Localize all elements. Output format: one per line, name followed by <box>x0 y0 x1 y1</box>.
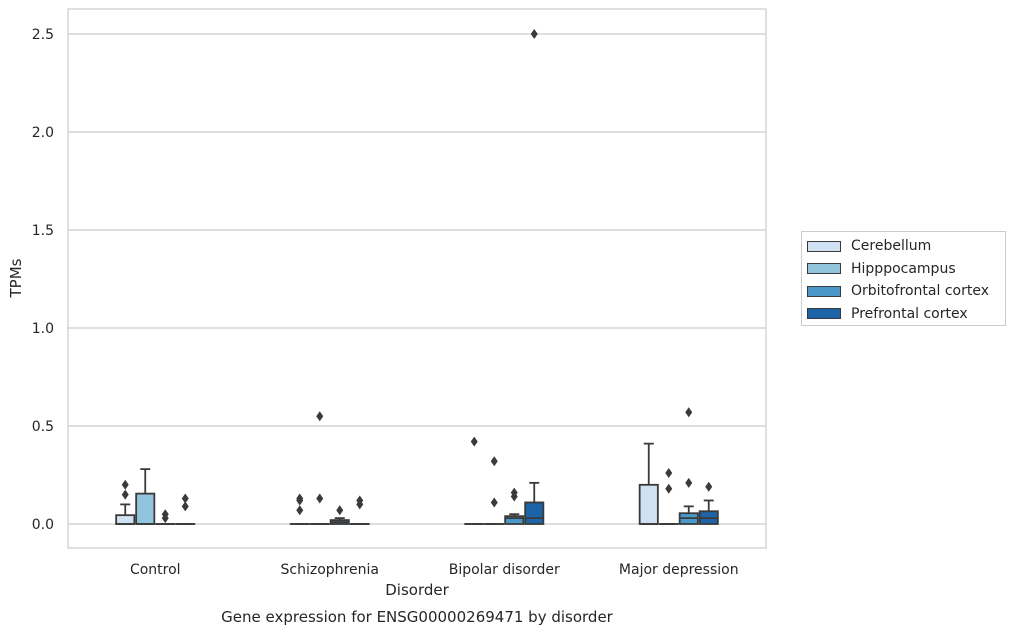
legend-swatch <box>807 308 841 320</box>
legend-swatch <box>807 263 841 275</box>
legend-item: Cerebellum <box>807 235 1005 258</box>
box <box>135 492 156 525</box>
outlier-point <box>161 509 169 520</box>
outlier-point <box>181 493 189 504</box>
legend-item: Orbitofrontal cortex <box>807 280 1005 303</box>
outlier-point <box>665 468 673 479</box>
outlier-point <box>296 505 304 516</box>
chart-title: Gene expression for ENSG00000269471 by d… <box>221 608 614 626</box>
box-orbitofrontal-cortex <box>155 509 176 525</box>
box-orbitofrontal-cortex <box>678 407 699 525</box>
box-prefrontal-cortex <box>524 29 545 525</box>
box-hipppocampus <box>484 456 505 525</box>
legend-swatch <box>807 285 841 297</box>
box-orbitofrontal-cortex <box>504 487 525 525</box>
legend: Cerebellum Hipppocampus Orbitofrontal cort… <box>801 231 1006 326</box>
outlier-point <box>665 483 673 494</box>
y-tick-label: 0.0 <box>32 517 54 533</box>
outlier-point <box>705 481 713 492</box>
outlier-point <box>490 456 498 467</box>
outlier-point <box>530 29 538 39</box>
outlier-point <box>470 436 478 447</box>
legend-item: Hipppocampus <box>807 258 1005 281</box>
box <box>524 501 545 525</box>
box-hipppocampus <box>658 468 679 525</box>
legend-label: Prefrontal cortex <box>851 305 968 322</box>
box-prefrontal-cortex <box>349 495 370 525</box>
outlier-point <box>121 479 129 490</box>
box-cerebellum <box>289 493 310 525</box>
box-cerebellum <box>638 442 659 525</box>
outlier-point <box>336 505 344 516</box>
box-hipppocampus <box>309 411 330 525</box>
box-cerebellum <box>464 436 485 525</box>
box-hipppocampus <box>135 468 156 525</box>
box-prefrontal-cortex <box>698 481 719 525</box>
x-tick-label: Bipolar disorder <box>449 562 560 578</box>
box-orbitofrontal-cortex <box>329 505 350 525</box>
outlier-point <box>490 497 498 508</box>
y-axis-label: TPMs <box>7 258 25 298</box>
box-plots <box>115 29 719 525</box>
x-tick-label: Schizophrenia <box>281 562 379 578</box>
outlier-point <box>181 501 189 512</box>
legend-item: Prefrontal cortex <box>807 303 1005 326</box>
x-axis-ticks: Control Schizophrenia Bipolar disorder Majo… <box>130 562 739 578</box>
gridlines <box>68 33 766 525</box>
y-tick-label: 1.0 <box>32 321 54 337</box>
outlier-point <box>685 477 693 488</box>
y-tick-label: 1.5 <box>32 223 54 239</box>
outlier-point <box>121 489 129 500</box>
outlier-point <box>316 493 324 504</box>
box <box>638 483 659 525</box>
outlier-point <box>356 495 364 506</box>
y-tick-label: 2.0 <box>32 125 54 141</box>
box-cerebellum <box>115 479 136 525</box>
legend-label: Hipppocampus <box>851 260 956 277</box>
box <box>115 514 136 525</box>
outlier-point <box>296 493 304 504</box>
box <box>504 515 525 525</box>
x-tick-label: Major depression <box>619 562 739 578</box>
outlier-point <box>510 487 518 498</box>
y-tick-label: 2.5 <box>32 27 54 43</box>
outlier-point <box>316 411 324 422</box>
legend-label: Cerebellum <box>851 238 932 255</box>
outlier-point <box>685 407 693 418</box>
plot-area-frame <box>67 8 767 549</box>
x-axis-label: Disorder <box>385 581 449 599</box>
box-prefrontal-cortex <box>175 493 196 525</box>
y-tick-label: 0.5 <box>32 419 54 435</box>
x-tick-label: Control <box>130 562 181 578</box>
y-axis-ticks: 0.0 0.5 1.0 1.5 2.0 2.5 <box>32 27 54 533</box>
legend-label: Orbitofrontal cortex <box>851 283 989 300</box>
legend-swatch <box>807 240 841 252</box>
